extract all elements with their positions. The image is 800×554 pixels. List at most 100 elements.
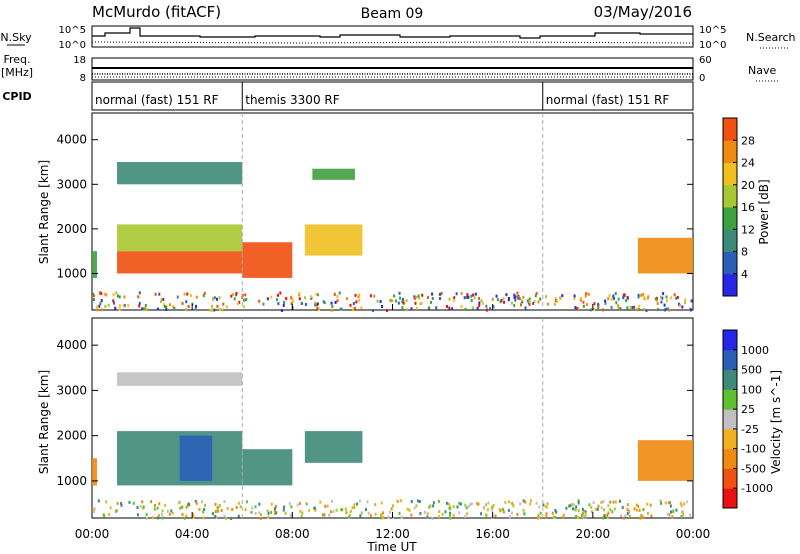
scatter-point xyxy=(93,507,96,511)
scatter-point xyxy=(585,292,588,296)
scatter-point xyxy=(507,508,510,512)
scatter-point xyxy=(480,299,483,303)
scatter-point xyxy=(524,500,527,504)
noise-tick-top-right: 10^5 xyxy=(699,25,726,36)
scatter-point xyxy=(115,291,118,295)
scatter-point xyxy=(467,504,470,508)
scatter-point xyxy=(217,509,220,513)
scatter-point xyxy=(528,303,531,307)
scatter-point xyxy=(108,512,111,516)
scatter-point xyxy=(546,502,549,506)
scatter-point xyxy=(571,503,574,507)
scatter-point xyxy=(202,510,205,514)
scatter-point xyxy=(304,296,307,300)
y-tick-label: 3000 xyxy=(56,383,87,397)
scatter-point xyxy=(344,507,347,511)
scatter-point xyxy=(165,307,168,311)
scatter-point xyxy=(296,503,299,507)
scatter-point xyxy=(529,502,532,506)
x-tick-label: 08:00 xyxy=(275,527,310,541)
data-band xyxy=(242,449,293,486)
colorbar-tick-label: 12 xyxy=(741,223,755,236)
scatter-point xyxy=(432,504,435,508)
scatter-point xyxy=(410,500,413,504)
scatter-point xyxy=(413,296,416,300)
scatter-point xyxy=(617,306,620,310)
scatter-point xyxy=(168,512,171,516)
scatter-point xyxy=(439,292,442,296)
scatter-point xyxy=(669,504,672,508)
scatter-point xyxy=(336,294,339,298)
velocity-colorbar-label: Velocity [m s^-1] xyxy=(769,370,783,474)
scatter-point xyxy=(545,295,548,299)
scatter-point xyxy=(242,298,245,302)
scatter-point xyxy=(418,500,421,504)
scatter-point xyxy=(118,295,121,299)
colorbar-swatch xyxy=(723,448,737,469)
scatter-point xyxy=(219,307,222,311)
scatter-point xyxy=(326,504,329,508)
scatter-point xyxy=(142,307,145,311)
scatter-point xyxy=(345,511,348,515)
scatter-point xyxy=(161,516,164,520)
scatter-point xyxy=(408,508,411,512)
scatter-point xyxy=(555,510,558,514)
scatter-point xyxy=(637,504,640,508)
scatter-point xyxy=(481,301,484,305)
scatter-point xyxy=(608,294,611,298)
scatter-point xyxy=(270,502,273,506)
scatter-point xyxy=(223,500,226,504)
scatter-point xyxy=(275,511,278,515)
scatter-point xyxy=(276,293,279,297)
scatter-point xyxy=(577,509,580,513)
y-tick-label: 2000 xyxy=(56,222,87,236)
scatter-point xyxy=(137,295,140,299)
scatter-point xyxy=(233,297,236,301)
colorbar-tick-label: -1000 xyxy=(741,482,773,495)
noise-tick-bottom-right: 10^0 xyxy=(699,40,726,51)
scatter-point xyxy=(415,504,418,508)
colorbar-tick-label: 20 xyxy=(741,179,755,192)
scatter-point xyxy=(545,512,548,516)
colorbar-swatch xyxy=(723,162,737,186)
scatter-point xyxy=(614,292,617,296)
scatter-point xyxy=(373,294,376,298)
scatter-point xyxy=(390,299,393,303)
scatter-point xyxy=(508,500,511,504)
scatter-point xyxy=(682,502,685,506)
scatter-point xyxy=(324,504,327,508)
scatter-point xyxy=(586,303,589,307)
scatter-point xyxy=(426,296,429,300)
colorbar-tick-label: -25 xyxy=(741,423,759,436)
freq-unit-label: [MHz] xyxy=(1,66,33,79)
scatter-point xyxy=(254,505,257,509)
scatter-point xyxy=(464,307,467,311)
scatter-point xyxy=(477,502,480,506)
scatter-point xyxy=(112,293,115,297)
colorbar-tick-label: -100 xyxy=(741,443,766,456)
scatter-point xyxy=(458,511,461,515)
scatter-point xyxy=(472,306,475,310)
scatter-point xyxy=(545,505,548,509)
scatter-point xyxy=(260,513,263,517)
scatter-point xyxy=(684,298,687,302)
scatter-point xyxy=(283,300,286,304)
scatter-point xyxy=(98,304,101,308)
scatter-point xyxy=(415,306,418,310)
scatter-point xyxy=(168,303,171,307)
x-tick-label: 00:00 xyxy=(676,527,711,541)
scatter-point xyxy=(485,308,488,312)
scatter-point xyxy=(338,291,341,295)
scatter-point xyxy=(157,307,160,311)
scatter-point xyxy=(214,509,217,513)
scatter-point xyxy=(366,500,369,504)
scatter-point xyxy=(485,304,488,308)
scatter-point xyxy=(183,292,186,296)
scatter-point xyxy=(426,512,429,516)
scatter-point xyxy=(516,295,519,299)
scatter-point xyxy=(663,303,666,307)
scatter-point xyxy=(659,295,662,299)
scatter-point xyxy=(209,308,212,312)
scatter-point xyxy=(179,506,182,510)
scatter-point xyxy=(632,305,635,309)
